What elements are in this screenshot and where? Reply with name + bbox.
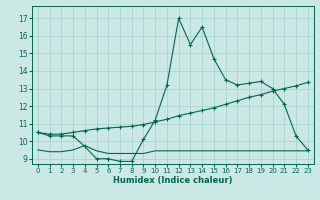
X-axis label: Humidex (Indice chaleur): Humidex (Indice chaleur) [113, 176, 233, 185]
